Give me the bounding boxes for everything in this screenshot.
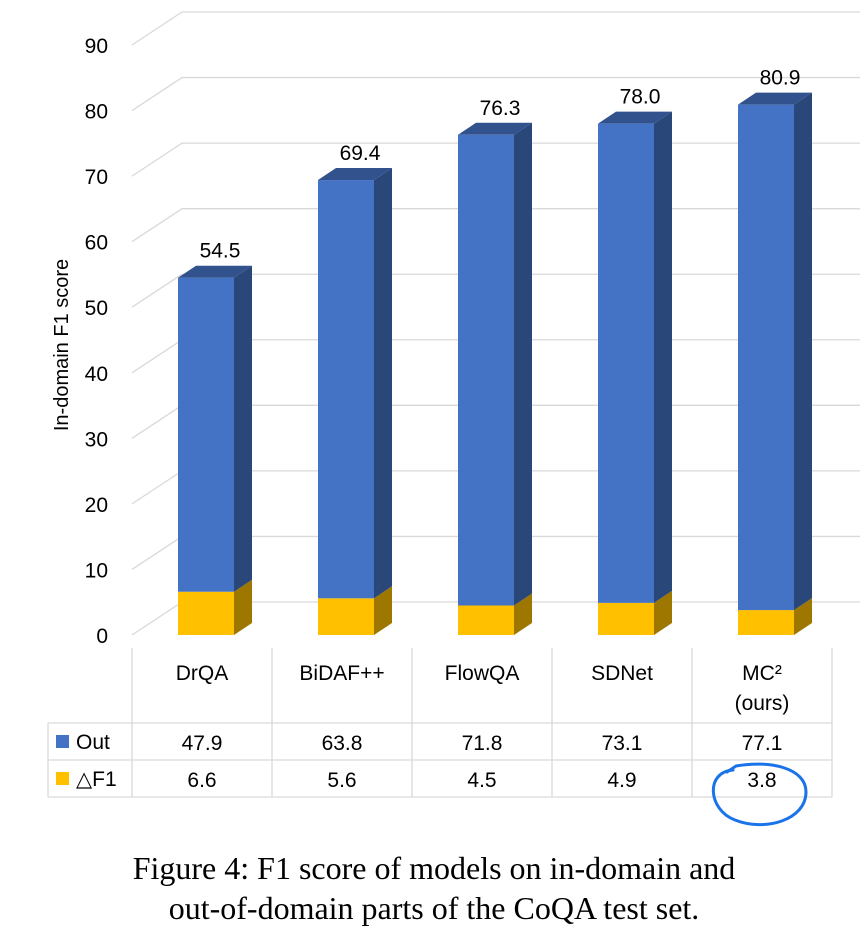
y-tick-label: 40 [85, 363, 108, 386]
bar-total-label: 54.5 [200, 240, 241, 263]
y-tick-label: 80 [85, 101, 108, 124]
bar-top [598, 111, 672, 124]
y-tick-label: 30 [85, 428, 108, 451]
bar-front [318, 598, 374, 635]
table-cell: 6.6 [187, 769, 216, 792]
category-label: SDNet [591, 662, 653, 685]
grid-diagonal [131, 470, 183, 505]
bar-side [514, 593, 532, 635]
bar-side [234, 265, 252, 592]
bar-side [234, 579, 252, 635]
grid-diagonal [131, 142, 183, 177]
bar-side [654, 590, 672, 635]
caption-line-1: Figure 4: F1 score of models on in-domai… [132, 850, 736, 886]
y-tick-label: 70 [85, 166, 108, 189]
table-cell: 3.8 [747, 769, 776, 792]
legend-label: △F1 [76, 768, 117, 791]
grid-diagonal [131, 11, 183, 46]
grid-diagonal [131, 404, 183, 439]
category-label: DrQA [176, 662, 229, 685]
y-tick-label: 10 [85, 559, 108, 582]
legend-label: Out [76, 731, 110, 754]
y-axis-ticks: 0 10 20 30 40 50 60 70 80 90 [85, 35, 108, 648]
bar-total-label: 76.3 [480, 97, 521, 120]
bar-total-label: 80.9 [760, 67, 801, 90]
grid-diagonal [131, 77, 183, 112]
y-tick-label: 0 [96, 625, 108, 648]
bar-front [738, 610, 794, 635]
table-cell: 4.9 [607, 769, 636, 792]
table-cell: 71.8 [462, 732, 503, 755]
bar-top [178, 265, 252, 278]
legend-keys: Out △F1 [56, 731, 117, 791]
bar-segment [318, 586, 392, 635]
bar-segment [738, 598, 812, 635]
bar-side [514, 122, 532, 606]
bar-top [738, 92, 812, 105]
bar-front [738, 104, 794, 611]
table-cell: 73.1 [602, 732, 643, 755]
bar-front [598, 602, 654, 635]
bar-front [178, 277, 234, 592]
bar-segment [178, 265, 252, 592]
category-label: MC² [742, 662, 782, 685]
bar-segment [598, 111, 672, 603]
y-tick-label: 50 [85, 297, 108, 320]
y-tick-label: 20 [85, 494, 108, 517]
table-cell: 4.5 [467, 769, 496, 792]
category-labels: DrQA BiDAF++ FlowQA SDNet MC² (ours) [176, 662, 790, 715]
bar-side [654, 111, 672, 603]
figure-caption: Figure 4: F1 score of models on in-domai… [0, 848, 868, 928]
legend-swatch [56, 735, 69, 748]
bar-front [458, 605, 514, 635]
bar-segment [178, 579, 252, 635]
grid-diagonal [131, 273, 183, 308]
grid-diagonal [131, 208, 183, 243]
stacked-bar-chart: 0 10 20 30 40 50 60 70 80 90 In-domain F1 score 5… [47, 11, 860, 827]
hand-drawn-circle-annotation [711, 762, 808, 827]
grid-diagonal [131, 601, 183, 636]
bar-front [598, 123, 654, 603]
table-cell: 63.8 [322, 732, 363, 755]
bar-segment [738, 92, 812, 611]
bar-total-label: 78.0 [620, 86, 661, 109]
table-cell: 77.1 [742, 732, 783, 755]
bar-segment [318, 168, 392, 599]
data-table [47, 648, 833, 798]
y-tick-label: 90 [85, 35, 108, 58]
category-label: FlowQA [445, 662, 520, 685]
table-cell: 5.6 [327, 769, 356, 792]
bar-front [458, 134, 514, 606]
bar-segment [458, 593, 532, 635]
bar-side [794, 598, 812, 635]
bar-front [178, 591, 234, 635]
legend-swatch [56, 772, 69, 785]
bar-total-label: 69.4 [340, 142, 381, 165]
grid-diagonal [131, 339, 183, 374]
category-label: BiDAF++ [299, 662, 384, 685]
table-cell: 47.9 [182, 732, 223, 755]
bar-side [374, 168, 392, 599]
y-tick-label: 60 [85, 232, 108, 255]
bar-segment [458, 122, 532, 606]
bar-segment [598, 590, 672, 635]
total-labels: 54.5 69.4 76.3 78.0 80.9 [200, 67, 801, 263]
table-cells: 47.9 63.8 71.8 73.1 77.1 6.6 5.6 4.5 4.9 3.8 [182, 732, 783, 792]
bar-side [374, 586, 392, 635]
bar-top [458, 122, 532, 135]
grid-diagonal [131, 535, 183, 570]
bar-top [318, 168, 392, 181]
category-label-line2: (ours) [735, 692, 790, 715]
caption-line-2: out-of-domain parts of the CoQA test set… [168, 890, 700, 926]
bars [178, 92, 812, 635]
bar-side [794, 92, 812, 611]
bar-front [318, 180, 374, 599]
y-axis-label: In-domain F1 score [51, 259, 73, 431]
